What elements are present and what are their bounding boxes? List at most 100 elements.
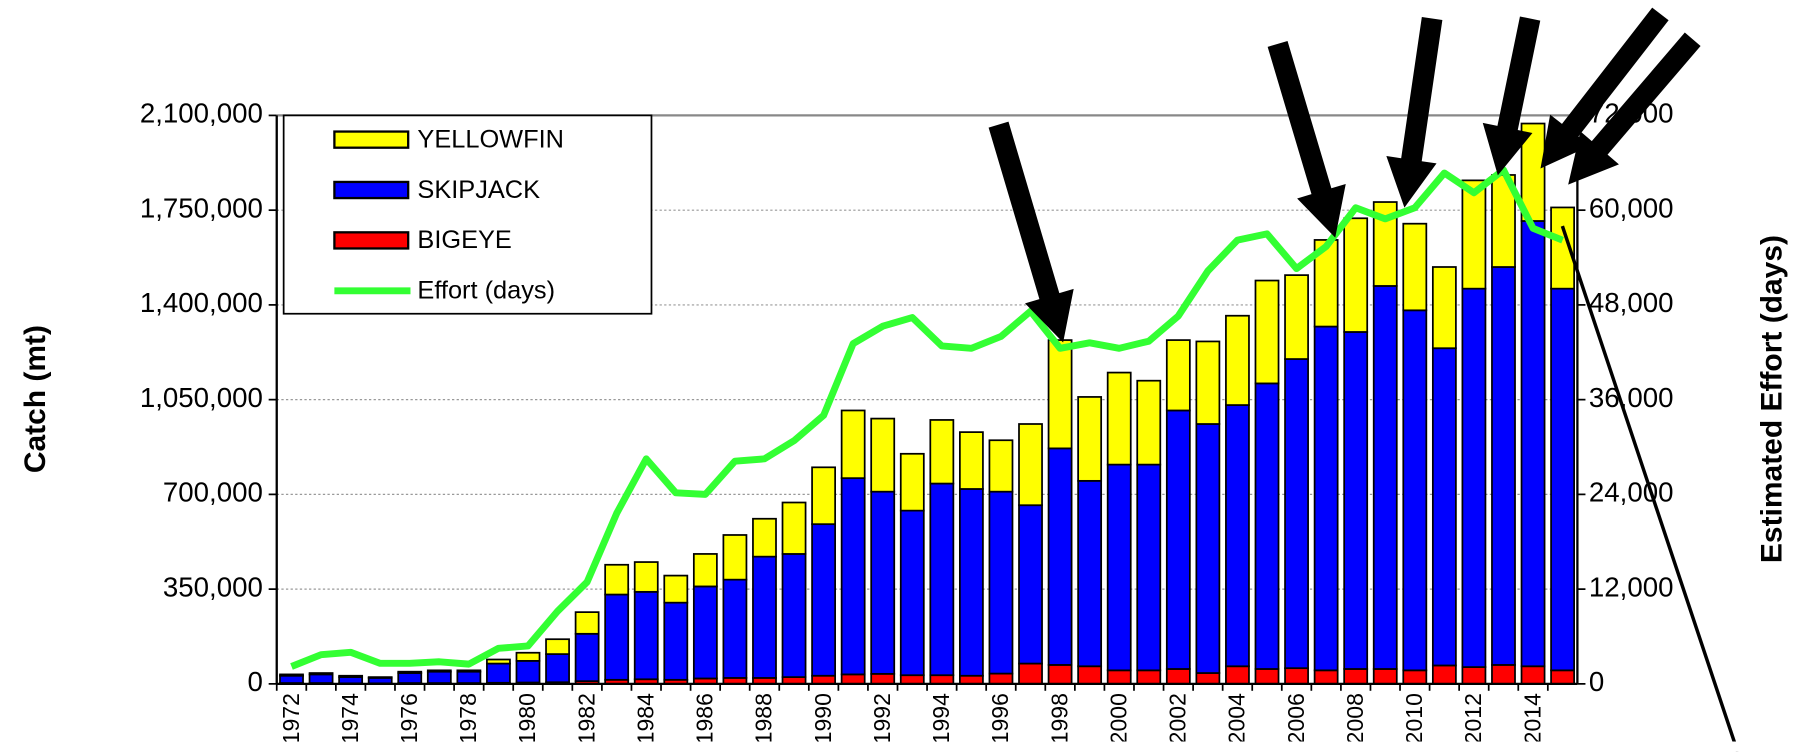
x-tick-label: 2008 — [1342, 693, 1368, 744]
bar-segment — [633, 561, 659, 593]
bar-segment — [811, 466, 836, 526]
y-tick-label: 1,400,000 — [140, 287, 263, 318]
arrow — [1267, 40, 1346, 238]
legend-label: YELLOWFIN — [417, 125, 564, 153]
bar-segment — [1491, 664, 1516, 685]
bar-segment — [1195, 672, 1221, 685]
y2-tick-label: 48,000 — [1589, 287, 1674, 318]
x-tick-label: 1982 — [573, 693, 599, 744]
bar-segment — [604, 563, 630, 596]
bar-segment — [1461, 287, 1487, 668]
bar-segment — [840, 673, 866, 685]
bar-segment — [1461, 666, 1487, 685]
bar-segment — [1550, 287, 1576, 672]
bar-segment — [574, 611, 600, 635]
bar-segment — [1402, 309, 1428, 672]
bar-segment — [1077, 479, 1103, 668]
arrow — [1386, 17, 1443, 208]
x-tick-label: 1992 — [869, 693, 895, 744]
y2-tick-label: 60,000 — [1589, 192, 1674, 223]
arrow — [1568, 32, 1701, 185]
legend-swatch — [333, 130, 410, 149]
bar-segment — [870, 672, 896, 685]
legend-swatch — [333, 180, 410, 200]
x-tick-label: 1974 — [337, 693, 363, 744]
bar-segment — [1136, 463, 1162, 672]
bar-segment — [959, 431, 984, 490]
bar-segment — [1047, 664, 1073, 685]
x-tick-label: 1980 — [514, 693, 540, 744]
bar-segment — [574, 632, 600, 683]
bar-segment — [279, 673, 304, 677]
bar-segment — [1136, 669, 1162, 685]
bar-segment — [840, 477, 866, 676]
bars — [279, 122, 1576, 685]
y2-tick-label: 12,000 — [1589, 571, 1674, 602]
bar-segment — [929, 674, 955, 685]
x-tick-label: 2000 — [1105, 693, 1131, 744]
bar-segment — [1550, 206, 1576, 290]
bar-segment — [604, 593, 630, 681]
bar-segment — [486, 662, 511, 684]
bar-segment — [1461, 179, 1487, 290]
arrow — [988, 121, 1074, 343]
x-tick-label: 1990 — [810, 693, 836, 744]
bar-segment — [870, 490, 896, 675]
axes: 0 350,000 700,000 1,050,000 1,400,000 1,750,0… — [140, 98, 1674, 697]
bar-segment — [456, 670, 482, 684]
arrows — [988, 7, 1740, 752]
effort-line-group — [290, 166, 1564, 670]
bar-segment — [1491, 266, 1516, 666]
y2-tick-label: 0 — [1589, 666, 1604, 697]
bar-segment — [1313, 239, 1339, 328]
arrow — [1540, 7, 1669, 169]
bar-segment — [1520, 220, 1546, 668]
bar-segment — [426, 669, 452, 673]
bar-segment — [1136, 379, 1162, 466]
bar-segment — [1225, 314, 1250, 406]
bar-segment — [1520, 665, 1546, 685]
x-tick-label: 1978 — [455, 693, 481, 744]
y-axis-title: Catch (mt) — [19, 325, 52, 473]
bar-segment — [279, 674, 304, 684]
bar-segment — [1284, 274, 1309, 360]
bar-segment — [426, 670, 452, 684]
bar-segment — [1284, 667, 1309, 685]
bar-segment — [1343, 668, 1369, 685]
bar-segment — [1077, 665, 1103, 685]
y-tick-label: 0 — [248, 666, 263, 697]
bar-segment — [1077, 396, 1103, 482]
bar-segment — [988, 672, 1014, 685]
bar-segment — [1402, 222, 1428, 312]
bar-segment — [1165, 668, 1191, 685]
bar-segment — [1195, 423, 1221, 674]
legend-box — [282, 114, 653, 315]
bar-segment — [1431, 347, 1457, 667]
y-tick-label: 700,000 — [163, 477, 263, 508]
bar-segment — [988, 439, 1014, 493]
bar-segment — [1431, 664, 1457, 685]
bar-segment — [308, 673, 334, 684]
bar-segment — [1254, 668, 1280, 685]
bar-segment — [397, 672, 423, 684]
bar-segment — [1047, 447, 1073, 666]
bar-segment — [1284, 358, 1309, 670]
bar-segment — [1254, 279, 1280, 385]
bar-segment — [781, 501, 807, 555]
bar-segment — [870, 417, 896, 493]
bar-segment — [781, 553, 807, 678]
y2-tick-label: 36,000 — [1589, 382, 1674, 413]
legend-label: BIGEYE — [417, 226, 511, 254]
bar-segment — [811, 523, 836, 677]
bar-segment — [338, 674, 364, 678]
x-tick-label: 1976 — [396, 693, 422, 744]
y2-axis-title: Estimated Effort (days) — [1755, 235, 1788, 563]
bar-segment — [1372, 668, 1398, 685]
bar-segment — [1106, 463, 1132, 672]
bar-segment — [1372, 201, 1398, 287]
x-tick-label: 1998 — [1046, 693, 1072, 744]
bar-segment — [722, 534, 748, 581]
bar-segment — [692, 553, 718, 588]
